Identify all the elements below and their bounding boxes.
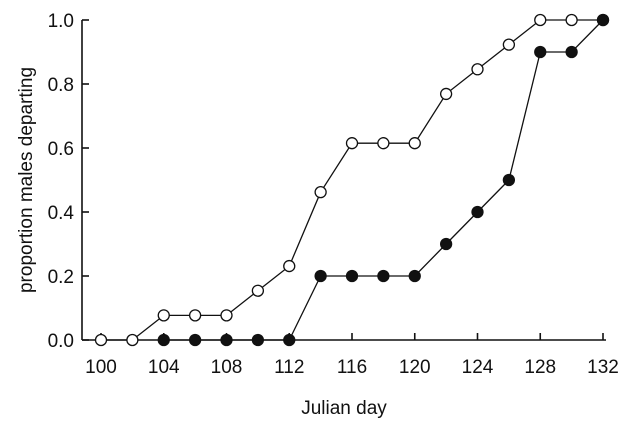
series-1-line [101, 19, 603, 341]
series-1-point [251, 284, 265, 297]
y-tick-label: 0.0 [48, 331, 74, 352]
series-1-point [471, 63, 484, 76]
x-tick-label: 132 [587, 357, 619, 378]
series-2-point [408, 269, 421, 283]
x-tick-label: 120 [399, 357, 431, 378]
series-1-point [565, 13, 578, 27]
x-tick-label: 100 [85, 357, 117, 378]
series-2-point [251, 333, 265, 347]
y-tick-label: 0.2 [48, 267, 74, 288]
series-points [94, 13, 610, 347]
series-lines [101, 19, 604, 341]
series-1-point [502, 38, 516, 51]
series-2-point [220, 333, 233, 347]
series-1-point [534, 13, 547, 27]
series-2-point [596, 13, 610, 27]
series-2-point [283, 333, 296, 347]
y-tick-label: 0.6 [48, 139, 74, 160]
series-2-point [377, 269, 390, 283]
y-tick-label: 0.4 [48, 203, 75, 224]
series-1-point [157, 309, 170, 322]
x-tick-label: 128 [524, 357, 556, 378]
series-1-point [377, 137, 390, 150]
x-ticks: 100 104 108 112 116 120 124 128 132 [85, 333, 619, 378]
series-2-point [345, 269, 359, 283]
y-tick-label: 0.8 [48, 75, 74, 96]
series-2-point [565, 45, 578, 59]
series-1-point [94, 333, 108, 347]
x-tick-label: 104 [148, 357, 180, 378]
x-tick-label: 108 [211, 357, 243, 378]
series-2-point [188, 333, 202, 347]
series-2-line [163, 19, 604, 341]
series-1-point [126, 333, 139, 347]
series-1-point [188, 309, 202, 322]
series-1-point [345, 137, 359, 150]
axes [81, 20, 606, 341]
y-ticks: 0.0 0.2 0.4 0.6 0.8 1.0 [48, 11, 89, 352]
series-1-point [283, 259, 296, 273]
series-2-point [157, 333, 170, 347]
series-1-point [408, 137, 421, 150]
series-2-point [439, 237, 453, 251]
x-tick-label: 112 [274, 357, 304, 378]
x-tick-label: 116 [337, 357, 367, 378]
series-2-point [534, 45, 547, 59]
y-tick-label: 1.0 [48, 11, 74, 32]
x-axis-title: Julian day [301, 398, 387, 419]
series-2-point [502, 173, 516, 187]
series-2-point [314, 269, 327, 283]
series-2-point [471, 205, 484, 219]
series-1-point [439, 87, 453, 101]
series-1-point [220, 309, 233, 322]
series-1-point [314, 186, 327, 199]
x-tick-label: 124 [462, 357, 494, 378]
y-axis-title: proportion males departing [16, 67, 37, 293]
